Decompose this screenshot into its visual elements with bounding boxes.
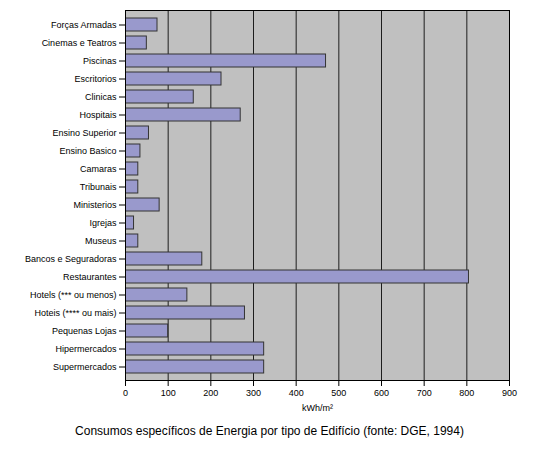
svg-text:800: 800 (459, 388, 474, 398)
svg-text:100: 100 (161, 388, 176, 398)
svg-text:Piscinas: Piscinas (83, 56, 117, 66)
svg-text:kWh/m²: kWh/m² (302, 403, 333, 413)
svg-text:Escritorios: Escritorios (74, 74, 117, 84)
svg-text:600: 600 (374, 388, 389, 398)
svg-text:200: 200 (203, 388, 218, 398)
svg-text:Hotels (*** ou menos): Hotels (*** ou menos) (30, 290, 117, 300)
svg-text:500: 500 (331, 388, 346, 398)
svg-text:Bancos e Seguradoras: Bancos e Seguradoras (25, 254, 117, 264)
svg-text:Ensino Superior: Ensino Superior (52, 128, 116, 138)
svg-text:Pequenas Lojas: Pequenas Lojas (52, 326, 117, 336)
svg-text:Forças Armadas: Forças Armadas (51, 20, 117, 30)
svg-text:Ensino Basico: Ensino Basico (59, 146, 116, 156)
html-text:Consumos específicos de Energi: Consumos específicos de Energia por tipo… (75, 424, 464, 438)
svg-text:900: 900 (502, 388, 517, 398)
svg-text:Cinemas e Teatros: Cinemas e Teatros (42, 38, 117, 48)
svg-text:Tribunais: Tribunais (80, 182, 117, 192)
svg-text:Supermercados: Supermercados (53, 362, 117, 372)
svg-text:Hospitais: Hospitais (79, 110, 117, 120)
svg-text:Igrejas: Igrejas (89, 218, 117, 228)
svg-text:Restaurantes: Restaurantes (63, 272, 117, 282)
svg-text:0: 0 (123, 388, 128, 398)
svg-text:300: 300 (246, 388, 261, 398)
svg-text:Hipermercados: Hipermercados (55, 344, 117, 354)
svg-text:Museus: Museus (85, 236, 117, 246)
svg-text:400: 400 (289, 388, 304, 398)
svg-text:Ministerios: Ministerios (73, 200, 117, 210)
svg-text:Camaras: Camaras (80, 164, 117, 174)
svg-text:Clinicas: Clinicas (85, 92, 117, 102)
svg-text:Hoteis (**** ou mais): Hoteis (**** ou mais) (34, 308, 116, 318)
svg-text:700: 700 (417, 388, 432, 398)
